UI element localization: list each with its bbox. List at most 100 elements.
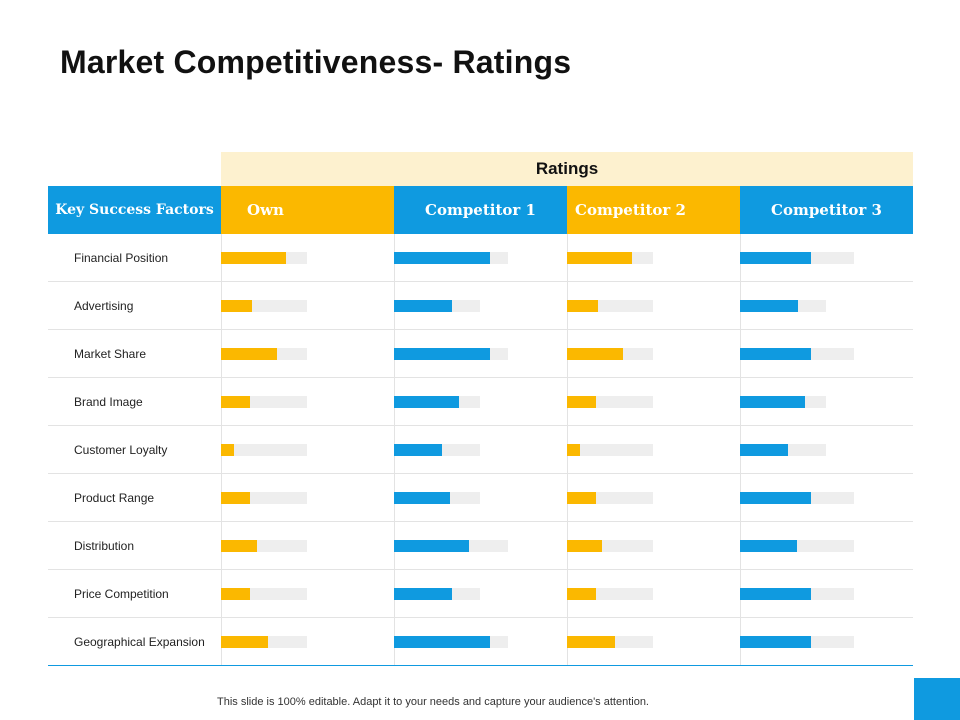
rating-track-competitor-1 bbox=[394, 588, 480, 600]
rating-track-own bbox=[221, 396, 307, 408]
rating-track-competitor-3 bbox=[740, 300, 826, 312]
rating-bar-own bbox=[221, 540, 257, 552]
rating-track-competitor-1 bbox=[394, 540, 508, 552]
rating-bar-competitor-2 bbox=[567, 540, 602, 552]
rating-bar-competitor-3 bbox=[740, 492, 811, 504]
rating-bar-own bbox=[221, 396, 250, 408]
rating-track-competitor-2 bbox=[567, 492, 653, 504]
rating-bar-competitor-1 bbox=[394, 492, 450, 504]
rating-bar-own bbox=[221, 300, 252, 312]
table-row: Price Competition bbox=[48, 570, 913, 618]
rating-track-competitor-1 bbox=[394, 252, 508, 264]
rating-bar-competitor-3 bbox=[740, 636, 811, 648]
rating-track-own bbox=[221, 492, 307, 504]
rating-track-competitor-2 bbox=[567, 252, 653, 264]
rating-track-competitor-3 bbox=[740, 588, 854, 600]
rating-bar-own bbox=[221, 636, 268, 648]
rating-bar-own bbox=[221, 348, 277, 360]
rating-track-own bbox=[221, 300, 307, 312]
rating-track-own bbox=[221, 540, 307, 552]
rating-bar-own bbox=[221, 588, 250, 600]
rating-track-competitor-1 bbox=[394, 300, 480, 312]
rating-track-own bbox=[221, 636, 307, 648]
rating-track-competitor-1 bbox=[394, 348, 508, 360]
rating-track-own bbox=[221, 444, 307, 456]
factor-label: Price Competition bbox=[74, 587, 169, 601]
rating-bar-competitor-2 bbox=[567, 444, 580, 456]
rating-bar-competitor-3 bbox=[740, 588, 811, 600]
factor-label: Brand Image bbox=[74, 395, 143, 409]
rating-bar-own bbox=[221, 492, 250, 504]
rating-bar-competitor-3 bbox=[740, 252, 811, 264]
rating-bar-competitor-2 bbox=[567, 348, 623, 360]
rating-bar-competitor-3 bbox=[740, 444, 788, 456]
factor-label: Market Share bbox=[74, 347, 147, 361]
rating-track-competitor-1 bbox=[394, 492, 480, 504]
rating-bar-own bbox=[221, 252, 286, 264]
header-competitor-1: Competitor 1 bbox=[394, 186, 567, 234]
table-row: Brand Image bbox=[48, 378, 913, 426]
factor-label: Financial Position bbox=[74, 251, 169, 265]
rating-track-own bbox=[221, 252, 307, 264]
table-row: Product Range bbox=[48, 474, 913, 522]
header-competitor-2: Competitor 2 bbox=[567, 186, 740, 234]
table-row: Customer Loyalty bbox=[48, 426, 913, 474]
ratings-table: Financial Position Advertising Market Shar… bbox=[48, 234, 913, 666]
page-title: Market Competitiveness- Ratings bbox=[60, 44, 572, 80]
rating-track-competitor-2 bbox=[567, 396, 653, 408]
table-row: Financial Position bbox=[48, 234, 913, 282]
rating-track-own bbox=[221, 588, 307, 600]
rating-bar-competitor-1 bbox=[394, 636, 490, 648]
factor-label: Product Range bbox=[74, 491, 155, 505]
header-competitor-3: Competitor 3 bbox=[740, 186, 913, 234]
rating-track-competitor-3 bbox=[740, 444, 826, 456]
rating-track-competitor-2 bbox=[567, 444, 653, 456]
rating-track-competitor-1 bbox=[394, 444, 480, 456]
rating-track-competitor-2 bbox=[567, 636, 653, 648]
ratings-label: Ratings bbox=[535, 159, 599, 178]
rating-track-competitor-3 bbox=[740, 492, 854, 504]
table-header: Key Success Factors Own Competitor 1 Com… bbox=[48, 186, 913, 234]
ratings-header: Ratings bbox=[221, 152, 913, 186]
rating-track-competitor-3 bbox=[740, 396, 826, 408]
rating-track-competitor-2 bbox=[567, 348, 653, 360]
rating-track-competitor-3 bbox=[740, 636, 854, 648]
rating-bar-own bbox=[221, 444, 234, 456]
rating-track-competitor-3 bbox=[740, 252, 854, 264]
rating-bar-competitor-1 bbox=[394, 300, 452, 312]
factor-label: Geographical Expansion bbox=[74, 635, 205, 649]
rating-track-competitor-1 bbox=[394, 396, 480, 408]
factor-label: Customer Loyalty bbox=[74, 443, 168, 457]
rating-bar-competitor-2 bbox=[567, 300, 598, 312]
table-row: Advertising bbox=[48, 282, 913, 330]
header-key-success-factors: Key Success Factors bbox=[48, 186, 221, 234]
rating-track-competitor-1 bbox=[394, 636, 508, 648]
rating-track-own bbox=[221, 348, 307, 360]
rating-bar-competitor-3 bbox=[740, 396, 805, 408]
rating-track-competitor-2 bbox=[567, 300, 653, 312]
footer-note: This slide is 100% editable. Adapt it to… bbox=[217, 696, 649, 708]
rating-bar-competitor-2 bbox=[567, 252, 632, 264]
rating-bar-competitor-1 bbox=[394, 396, 459, 408]
rating-track-competitor-3 bbox=[740, 348, 854, 360]
rating-bar-competitor-2 bbox=[567, 492, 596, 504]
table-row: Distribution bbox=[48, 522, 913, 570]
rating-bar-competitor-2 bbox=[567, 588, 596, 600]
rating-bar-competitor-3 bbox=[740, 540, 797, 552]
rating-track-competitor-2 bbox=[567, 588, 653, 600]
rating-bar-competitor-2 bbox=[567, 396, 596, 408]
rating-bar-competitor-1 bbox=[394, 540, 469, 552]
factor-label: Distribution bbox=[74, 539, 135, 553]
rating-track-competitor-3 bbox=[740, 540, 854, 552]
header-own: Own bbox=[221, 186, 394, 234]
rating-bar-competitor-1 bbox=[394, 252, 490, 264]
rating-bar-competitor-3 bbox=[740, 348, 811, 360]
rating-bar-competitor-1 bbox=[394, 348, 490, 360]
rating-bar-competitor-3 bbox=[740, 300, 798, 312]
table-row: Market Share bbox=[48, 330, 913, 378]
rating-bar-competitor-2 bbox=[567, 636, 615, 648]
corner-accent bbox=[914, 678, 960, 720]
rating-bar-competitor-1 bbox=[394, 444, 442, 456]
factor-label: Advertising bbox=[74, 299, 134, 313]
rating-track-competitor-2 bbox=[567, 540, 653, 552]
